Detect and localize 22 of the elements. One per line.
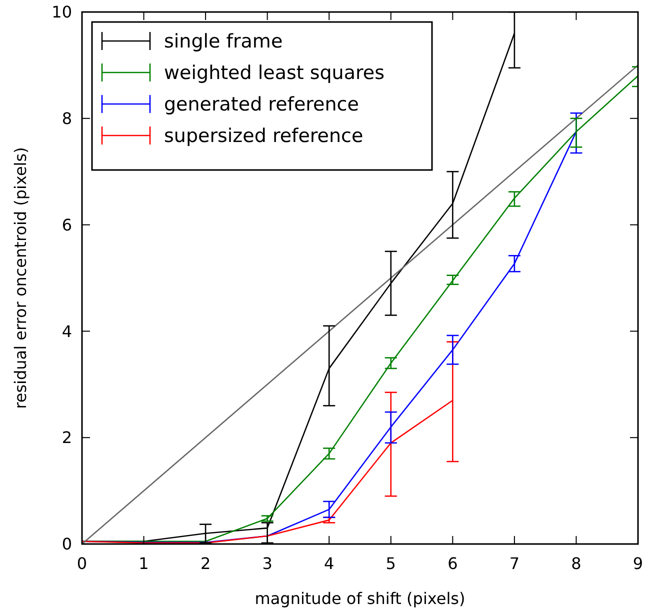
y-axis-title: residual error oncentroid (pixels) [11, 147, 30, 409]
y-tick-label: 8 [62, 109, 72, 128]
x-tick-label: 1 [138, 554, 149, 573]
y-tick-label: 10 [52, 2, 72, 22]
x-tick-label: 3 [262, 554, 272, 573]
legend-label: generated reference [164, 94, 359, 116]
x-tick-label: 9 [632, 554, 644, 573]
y-tick-label: 0 [62, 534, 72, 554]
y-tick-label: 2 [62, 428, 72, 448]
x-tick-label: 7 [509, 554, 520, 573]
legend-label: single frame [164, 30, 283, 53]
x-tick-label: 4 [324, 554, 334, 573]
legend-label: weighted least squares [164, 62, 384, 84]
x-tick-label: 5 [386, 554, 396, 573]
x-tick-label: 0 [76, 554, 88, 573]
legend-label: supersized reference [164, 125, 364, 148]
x-tick-label: 6 [448, 554, 458, 573]
y-tick-label: 4 [62, 322, 72, 341]
x-tick-label: 8 [571, 554, 582, 573]
x-tick-label: 2 [200, 554, 211, 573]
x-axis-title: magnitude of shift (pixels) [254, 589, 466, 608]
y-tick-label: 6 [62, 215, 72, 234]
